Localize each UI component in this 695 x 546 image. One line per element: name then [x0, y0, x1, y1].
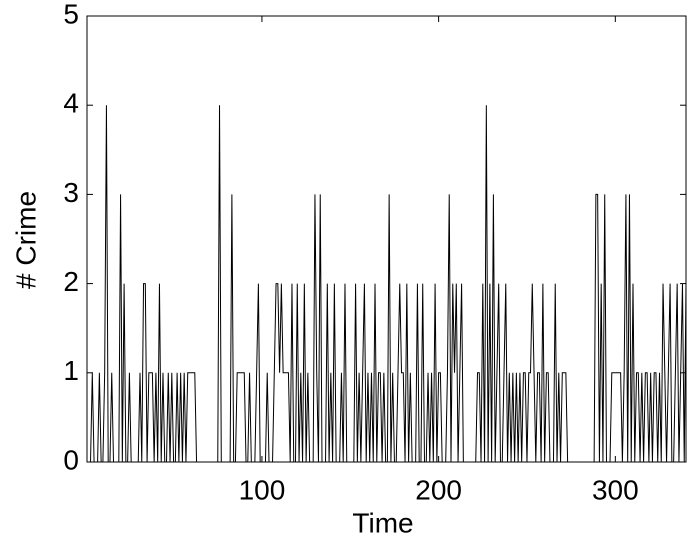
y-axis-label: # Crime — [10, 191, 41, 289]
y-tick-label: 5 — [63, 0, 79, 29]
data-line — [87, 105, 687, 463]
y-tick-label: 1 — [63, 355, 79, 386]
y-tick-label: 3 — [63, 177, 79, 208]
x-axis-label: Time — [352, 507, 413, 538]
x-tick-label: 100 — [239, 474, 286, 505]
x-tick-label: 300 — [592, 474, 639, 505]
y-tick-label: 4 — [63, 88, 79, 119]
y-tick-label: 2 — [63, 266, 79, 297]
y-tick-label: 0 — [63, 444, 79, 475]
x-tick-label: 200 — [415, 474, 462, 505]
